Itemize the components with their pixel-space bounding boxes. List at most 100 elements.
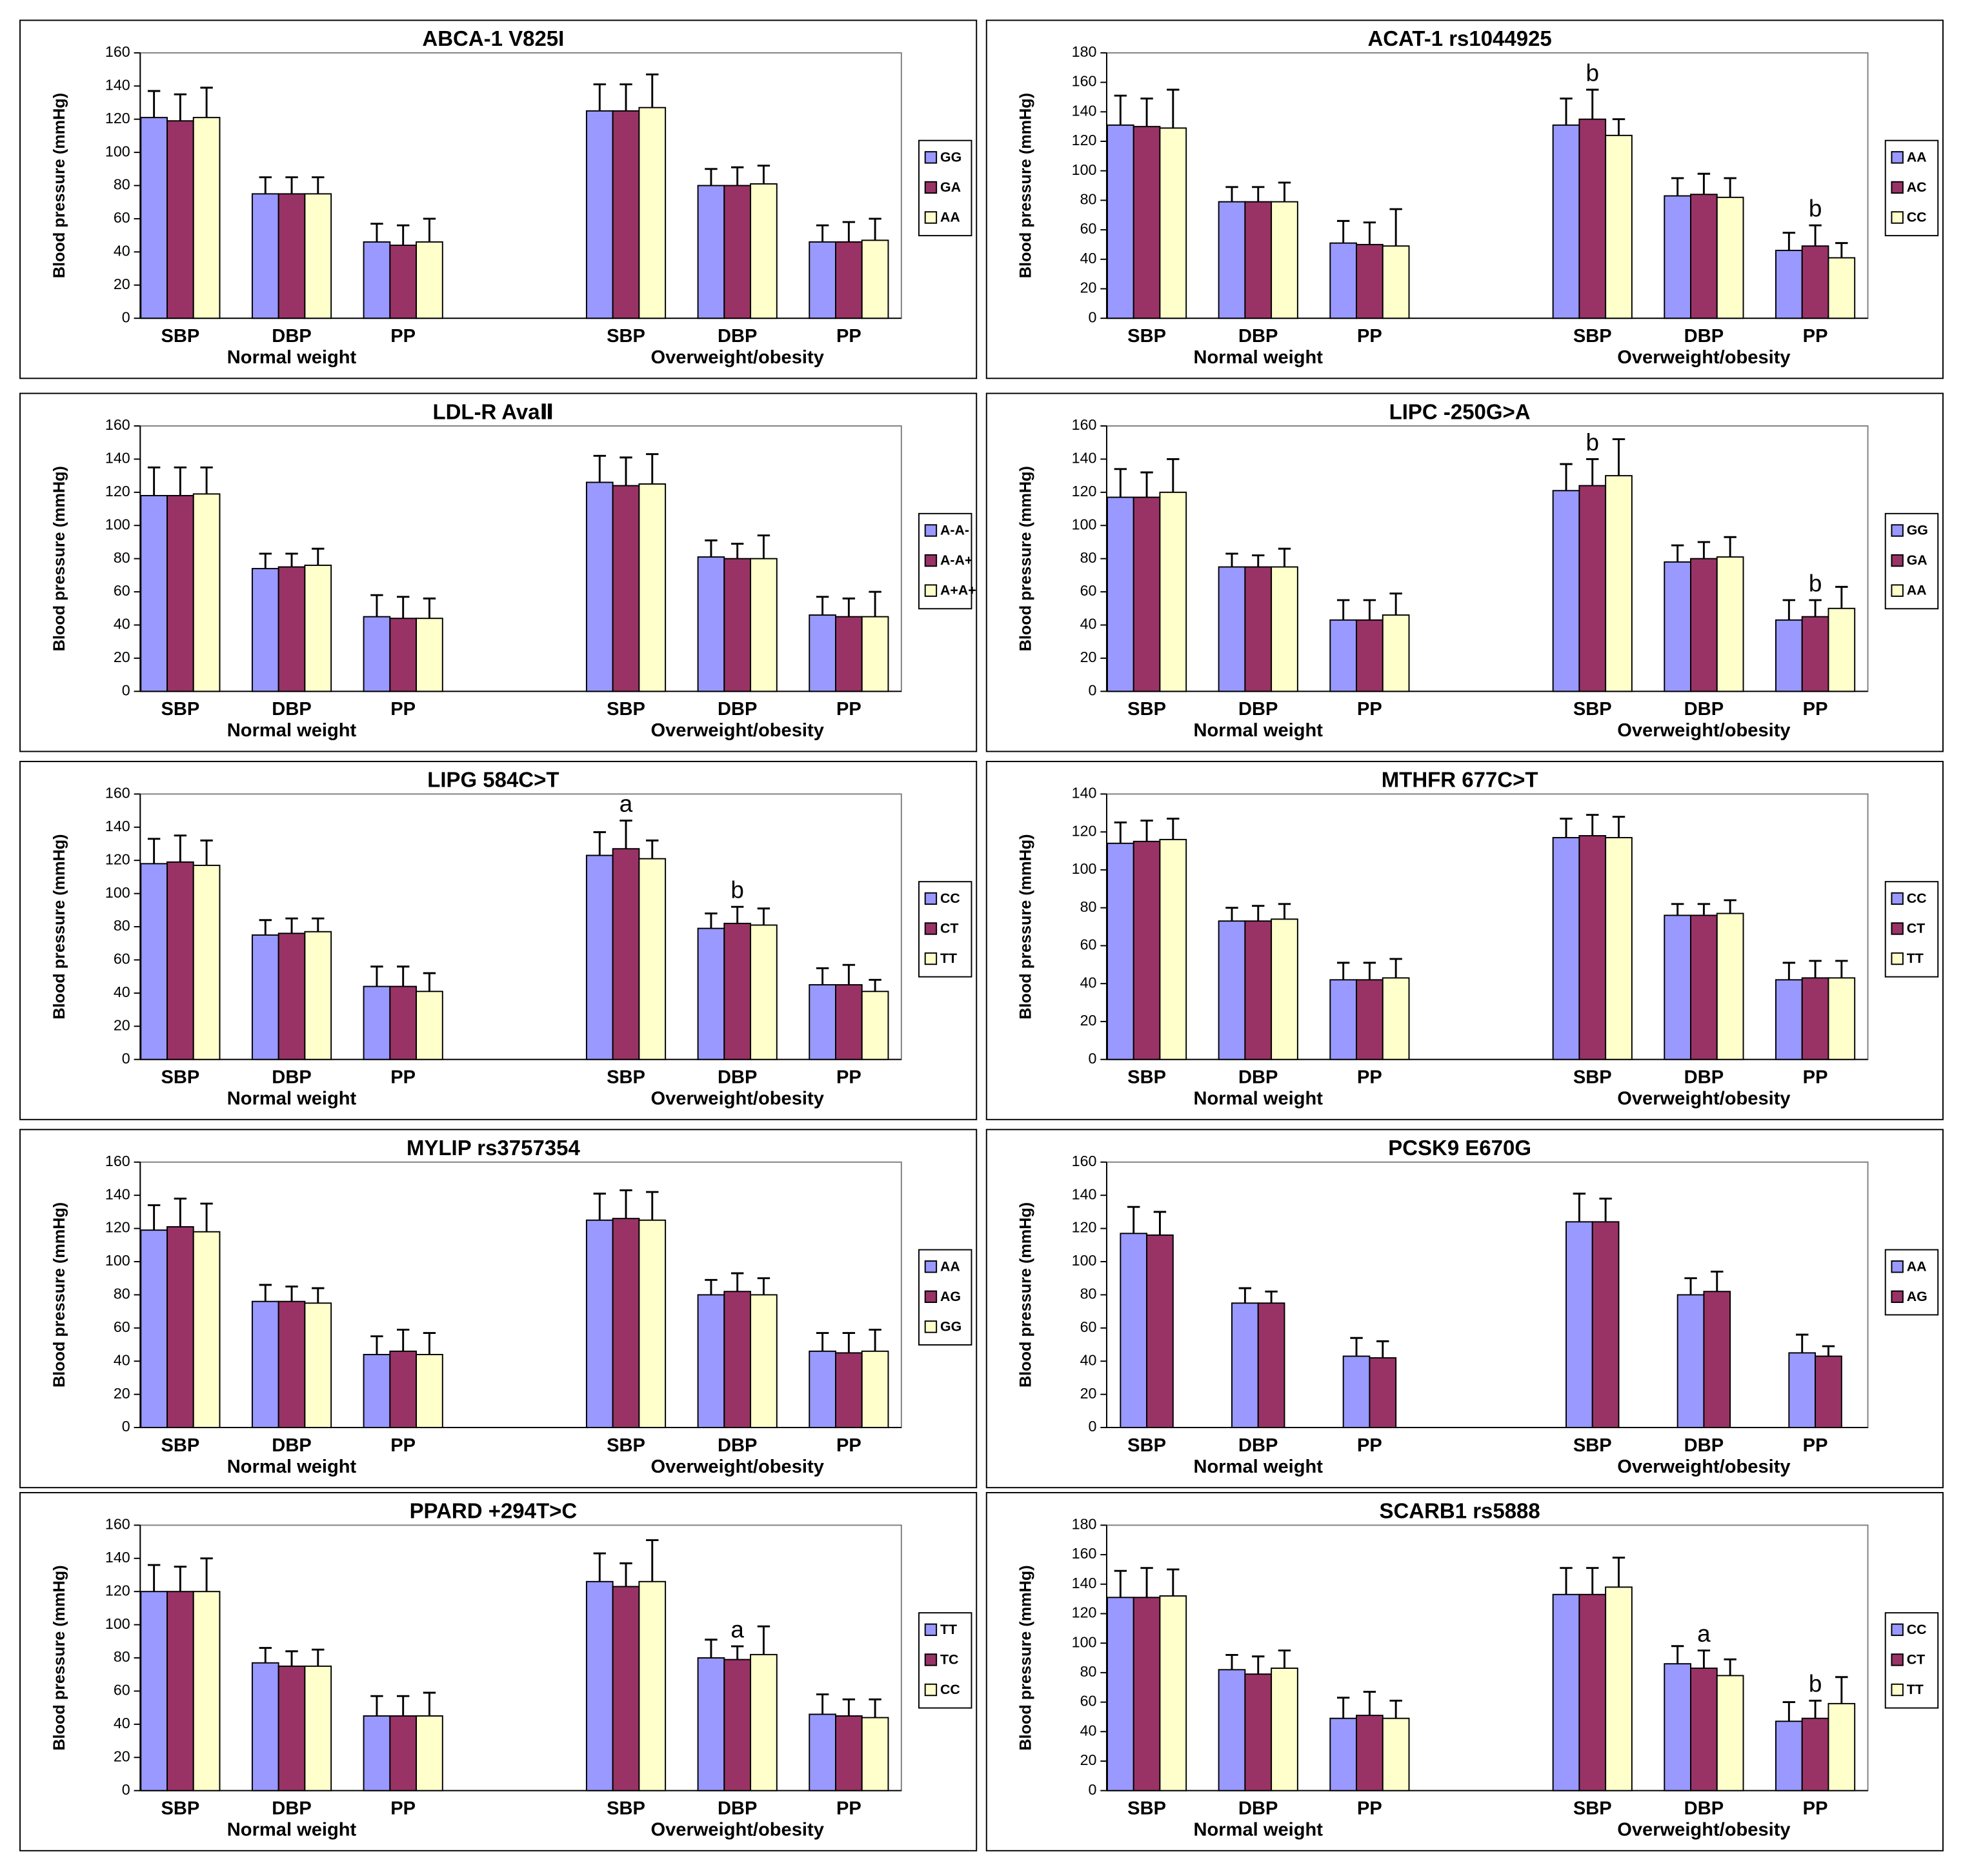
error-bar xyxy=(730,1272,744,1292)
x-tick-label: SBP xyxy=(1573,699,1612,720)
x-tick-label: SBP xyxy=(607,326,645,347)
bar xyxy=(723,1291,752,1429)
legend-swatch xyxy=(1891,211,1904,224)
bar xyxy=(1801,616,1829,692)
bar xyxy=(1716,556,1744,692)
y-tick-label: 40 xyxy=(114,983,130,1000)
y-tick-label: 80 xyxy=(1080,191,1097,208)
x-tick-label: SBP xyxy=(1127,1798,1166,1819)
bar xyxy=(1605,1586,1633,1791)
y-axis-label: Blood pressure (mmHg) xyxy=(1016,834,1034,1019)
bar xyxy=(612,485,640,692)
error-bar xyxy=(174,1566,187,1592)
x-tick-label: PP xyxy=(1357,699,1382,720)
error-bar xyxy=(869,978,881,992)
error-bar xyxy=(1782,1701,1796,1722)
bar xyxy=(638,858,667,1060)
error-bar xyxy=(312,1648,325,1666)
error-bar xyxy=(1167,818,1180,840)
chart-title: ACAT-1 rs1044925 xyxy=(1367,26,1551,50)
bar xyxy=(861,1350,889,1429)
annotation: a xyxy=(730,1616,744,1642)
error-bar xyxy=(312,176,325,194)
legend-swatch xyxy=(924,1290,938,1304)
legend-label: AA xyxy=(940,1258,960,1274)
error-bar xyxy=(619,1189,632,1219)
bar xyxy=(1244,1673,1273,1791)
x-tick-label: PP xyxy=(1357,1067,1382,1087)
bar xyxy=(835,984,863,1060)
error-bar xyxy=(705,913,718,929)
error-bar xyxy=(1278,903,1291,920)
bar xyxy=(389,245,418,319)
y-tick-label: 60 xyxy=(1080,220,1097,237)
y-tick-label: 160 xyxy=(1072,1545,1097,1562)
bar xyxy=(1271,566,1298,692)
bar xyxy=(166,495,194,692)
y-tick-label: 40 xyxy=(114,616,130,632)
y-tick-label: 140 xyxy=(105,1549,130,1566)
legend-swatch xyxy=(924,151,938,164)
bar xyxy=(1565,1221,1593,1429)
bar xyxy=(1676,1294,1705,1429)
x-tick-label: DBP xyxy=(1684,326,1724,347)
y-tick-label: 0 xyxy=(1089,1050,1097,1067)
y-tick-label: 40 xyxy=(114,243,130,259)
error-bar xyxy=(842,1332,856,1353)
bar xyxy=(809,984,836,1060)
bar xyxy=(1356,979,1384,1060)
y-tick-label: 0 xyxy=(122,308,130,325)
legend-swatch xyxy=(1891,584,1904,597)
y-tick-label: 20 xyxy=(114,1748,130,1764)
bar xyxy=(697,1657,725,1791)
error-bar xyxy=(1336,599,1350,620)
legend-label: CC xyxy=(1907,1622,1927,1637)
legend-label: CT xyxy=(1907,1652,1925,1668)
bar xyxy=(192,493,221,692)
panel: PPARD +294T>C Blood pressure (mmHg) 0 20 40 6… xyxy=(19,1491,978,1851)
bar xyxy=(1257,1302,1285,1429)
y-tick-label: 140 xyxy=(105,1185,130,1202)
y-tick-label: 80 xyxy=(1080,549,1097,566)
error-bar xyxy=(619,820,632,849)
error-bar xyxy=(1252,186,1265,202)
x-tick-label: PP xyxy=(390,1435,416,1456)
error-bar xyxy=(1225,186,1238,202)
y-tick-label: 80 xyxy=(114,549,130,566)
chart-title: LIPC -250G>A xyxy=(1389,399,1531,423)
x-tick-label: PP xyxy=(390,1067,416,1087)
legend-label: GA xyxy=(940,179,961,195)
error-bar xyxy=(869,1698,881,1718)
error-bar xyxy=(1671,1645,1684,1664)
legend-label: CC xyxy=(940,891,960,906)
error-bar xyxy=(1697,1649,1711,1669)
annotation: b xyxy=(1809,570,1822,596)
y-tick-label: 80 xyxy=(1080,1663,1097,1680)
chart-title: LIPG 584C>T xyxy=(427,768,559,792)
error-bar xyxy=(1724,177,1736,197)
bar xyxy=(140,495,168,692)
error-bar xyxy=(259,176,272,194)
error-bar xyxy=(1127,1205,1140,1234)
error-bar xyxy=(1822,1345,1835,1357)
bar xyxy=(1356,619,1384,692)
bar xyxy=(1827,1702,1856,1791)
y-tick-label: 40 xyxy=(114,1715,130,1731)
bar xyxy=(304,1302,332,1429)
bar xyxy=(1605,475,1633,692)
y-tick-label: 100 xyxy=(1072,161,1097,178)
bar xyxy=(166,120,194,319)
bar xyxy=(166,1591,194,1791)
bar xyxy=(1801,245,1829,319)
error-bar xyxy=(1350,1336,1363,1357)
bar xyxy=(1815,1355,1842,1429)
legend-swatch xyxy=(924,554,938,567)
bar xyxy=(1801,977,1829,1060)
bar xyxy=(304,1665,332,1791)
y-tick-label: 20 xyxy=(114,649,130,665)
y-axis-label: Blood pressure (mmHg) xyxy=(50,1565,68,1750)
bar xyxy=(1578,485,1607,692)
y-tick-label: 0 xyxy=(1089,1781,1097,1798)
error-bar xyxy=(312,917,325,932)
